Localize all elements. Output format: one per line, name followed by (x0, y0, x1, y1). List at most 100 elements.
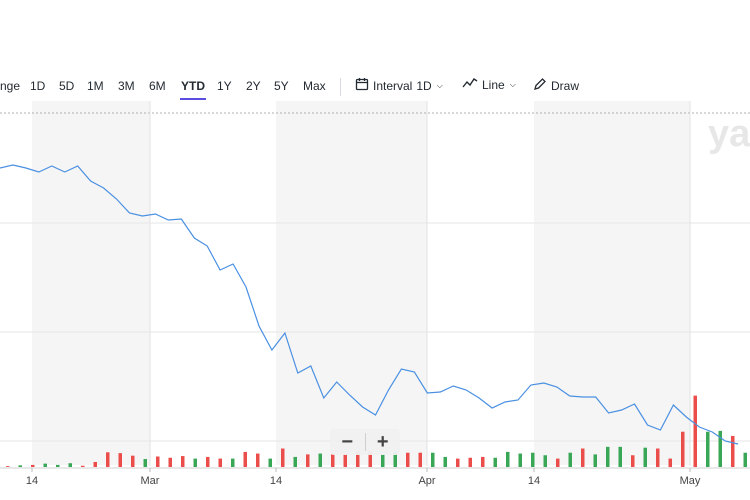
price-line (0, 164, 739, 445)
volume-bar (668, 458, 672, 467)
volume-bar (618, 446, 622, 467)
volume-bar (318, 453, 322, 467)
volume-bar (356, 451, 360, 467)
volume-bar (631, 455, 635, 467)
volume-bar (81, 465, 85, 467)
zoom-divider (364, 433, 366, 451)
volume-bar (268, 458, 272, 467)
zoom-in-button[interactable]: + (376, 430, 389, 453)
volume-bar (506, 451, 510, 467)
volume-bar (218, 458, 222, 467)
volume-bar (531, 452, 535, 467)
range-5y[interactable]: 5Y (274, 79, 289, 93)
interval-value: 1D (416, 78, 432, 93)
volume-bar (593, 454, 597, 467)
period-shading (276, 101, 427, 465)
volume-bar (556, 458, 560, 467)
active-range-underline (180, 98, 206, 100)
volume-bar (718, 430, 722, 467)
volume-bar (231, 458, 235, 467)
volume-bar (431, 452, 435, 467)
volume-bar (118, 453, 122, 467)
volume-bar (331, 454, 335, 467)
volume-bar (581, 448, 585, 467)
watermark-logo: ya (708, 113, 750, 155)
volume-bar (6, 466, 10, 467)
chart-type-selector[interactable]: Line ⌵ (462, 77, 516, 92)
range-1m[interactable]: 1M (87, 79, 104, 93)
stock-chart[interactable]: ya 14 Mar 14 Apr 14 May (0, 100, 750, 500)
volume-bar (468, 457, 472, 467)
volume-bar (693, 395, 697, 467)
volume-bar (743, 452, 747, 467)
volume-bar (68, 463, 72, 467)
volume-bar (393, 451, 397, 467)
volume-bar (343, 453, 347, 467)
range-max[interactable]: Max (303, 79, 326, 93)
volume-bar (106, 452, 110, 467)
volume-bar (281, 448, 285, 467)
volume-bar (406, 452, 410, 467)
volume-bar (706, 431, 710, 467)
chevron-down-icon: ⌵ (509, 79, 516, 89)
chart-type-label: Line (482, 77, 505, 92)
range-6m[interactable]: 6M (149, 79, 166, 93)
volume-bar (368, 451, 372, 467)
volume-bar (518, 453, 522, 467)
interval-selector[interactable]: Interval 1D ⌵ (355, 77, 443, 94)
x-tick-label: Mar (141, 475, 160, 487)
volume-bar (193, 458, 197, 467)
volume-bar (568, 452, 572, 467)
x-tick-label: Apr (418, 475, 435, 487)
toolbar-divider (340, 78, 341, 96)
volume-bar (93, 461, 97, 467)
volume-bar (168, 457, 172, 467)
volume-bar (56, 464, 60, 467)
volume-bar (293, 456, 297, 467)
volume-bar (493, 457, 497, 467)
volume-bar (456, 458, 460, 467)
volume-bar (31, 464, 35, 467)
pencil-icon (533, 77, 547, 94)
period-shading (534, 101, 690, 465)
volume-bar (656, 448, 660, 467)
x-tick-label: 14 (270, 475, 282, 487)
volume-bar (606, 446, 610, 467)
volume-bar (131, 455, 135, 467)
volume-bar (156, 456, 160, 467)
calendar-icon (355, 77, 369, 94)
volume-bar (481, 456, 485, 467)
draw-button[interactable]: Draw (533, 77, 579, 94)
draw-label: Draw (551, 78, 580, 93)
line-chart-icon (462, 77, 478, 92)
range-5d[interactable]: 5D (59, 79, 75, 93)
x-tick-label: May (680, 475, 701, 487)
volume-bar (731, 435, 735, 467)
range-1y[interactable]: 1Y (217, 79, 232, 93)
volume-bar (243, 451, 247, 467)
volume-bar (181, 456, 185, 467)
volume-bar (543, 455, 547, 467)
range-1d[interactable]: 1D (30, 79, 46, 93)
volume-bar (18, 465, 22, 467)
range-ytd[interactable]: YTD (181, 79, 205, 93)
volume-bar (256, 453, 260, 467)
x-tick-label: 14 (26, 475, 38, 487)
volume-bar (643, 447, 647, 467)
chevron-down-icon: ⌵ (436, 80, 443, 90)
range-nge[interactable]: nge (0, 79, 21, 93)
zoom-out-button[interactable]: − (341, 430, 354, 453)
volume-bar (443, 456, 447, 467)
volume-bar (43, 463, 47, 467)
x-tick-label: 14 (528, 475, 540, 487)
zoom-controls: − + (330, 429, 400, 455)
chart-toolbar: nge 1D 5D 1M 3M 6M YTD 1Y 2Y 5Y Max Interval 1D ⌵ Line… (0, 72, 750, 102)
period-shading (32, 101, 150, 465)
volume-bar (206, 456, 210, 467)
range-2y[interactable]: 2Y (246, 79, 261, 93)
volume-bar (418, 452, 422, 467)
range-3m[interactable]: 3M (118, 79, 135, 93)
volume-bar (381, 454, 385, 467)
volume-bar (681, 431, 685, 467)
volume-bar (306, 454, 310, 467)
